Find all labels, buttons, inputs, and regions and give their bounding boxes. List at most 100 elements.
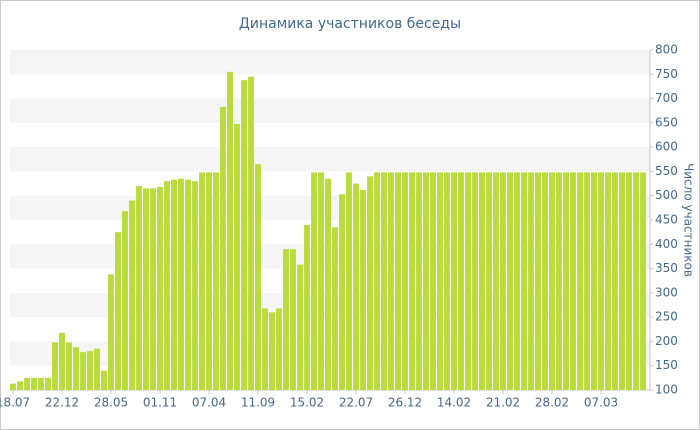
bar bbox=[626, 172, 632, 390]
bar bbox=[304, 224, 310, 390]
bar bbox=[10, 383, 16, 390]
bar bbox=[108, 274, 114, 390]
x-tick-label: 01.11 bbox=[143, 396, 177, 410]
bar bbox=[213, 172, 219, 390]
bar bbox=[94, 348, 100, 390]
x-tick-label: 14.02 bbox=[437, 396, 471, 410]
y-tick-label: 250 bbox=[655, 310, 678, 324]
bar bbox=[542, 172, 548, 390]
bar bbox=[171, 179, 177, 390]
bar bbox=[80, 352, 86, 390]
bar bbox=[577, 172, 583, 390]
bar bbox=[283, 249, 289, 390]
bar bbox=[521, 172, 527, 390]
x-tick-label: 11.09 bbox=[241, 396, 275, 410]
bar bbox=[563, 172, 569, 390]
bar bbox=[185, 179, 191, 390]
bar bbox=[262, 308, 268, 390]
bar bbox=[458, 172, 464, 390]
bar bbox=[297, 264, 303, 390]
bar bbox=[227, 71, 233, 390]
bar bbox=[507, 172, 513, 390]
x-tick-label: 26.12 bbox=[388, 396, 422, 410]
bar bbox=[115, 232, 121, 390]
bar bbox=[353, 183, 359, 390]
bar bbox=[129, 200, 135, 390]
bar bbox=[479, 172, 485, 390]
y-tick-label: 350 bbox=[655, 261, 678, 275]
bar bbox=[206, 172, 212, 390]
bar bbox=[486, 172, 492, 390]
bar bbox=[619, 172, 625, 390]
y-axis-label: Число участников bbox=[682, 163, 696, 277]
y-tick-label: 550 bbox=[655, 164, 678, 178]
y-tick-label: 700 bbox=[655, 91, 678, 105]
bar bbox=[59, 332, 65, 390]
y-tick-label: 800 bbox=[655, 43, 678, 57]
bar bbox=[325, 178, 331, 390]
bar bbox=[346, 172, 352, 390]
bar bbox=[87, 351, 93, 390]
bar bbox=[199, 172, 205, 390]
bar bbox=[612, 172, 618, 390]
bar bbox=[395, 172, 401, 390]
bar bbox=[500, 172, 506, 390]
bar bbox=[640, 172, 646, 390]
bar bbox=[633, 172, 639, 390]
x-tick-label: 07.03 bbox=[584, 396, 618, 410]
bar bbox=[276, 308, 282, 390]
bar bbox=[192, 181, 198, 390]
y-tick-label: 150 bbox=[655, 358, 678, 372]
bar bbox=[241, 80, 247, 390]
x-tick-label: 15.02 bbox=[290, 396, 324, 410]
bar bbox=[409, 172, 415, 390]
x-tick-label: 28.05 bbox=[94, 396, 128, 410]
x-tick-label: 28.02 bbox=[535, 396, 569, 410]
bar bbox=[514, 172, 520, 390]
grid-band bbox=[10, 98, 650, 123]
bar bbox=[360, 189, 366, 390]
bar bbox=[416, 172, 422, 390]
bar bbox=[465, 172, 471, 390]
bar bbox=[381, 172, 387, 390]
bar bbox=[45, 377, 51, 390]
bar bbox=[444, 172, 450, 390]
y-tick-label: 750 bbox=[655, 67, 678, 81]
bar bbox=[234, 123, 240, 390]
y-tick-label: 200 bbox=[655, 334, 678, 348]
bar bbox=[17, 381, 23, 390]
bar bbox=[150, 188, 156, 390]
x-tick-label: 21.02 bbox=[486, 396, 520, 410]
bar bbox=[556, 172, 562, 390]
bar bbox=[591, 172, 597, 390]
bar bbox=[164, 181, 170, 390]
bar bbox=[528, 172, 534, 390]
bar bbox=[423, 172, 429, 390]
y-tick-label: 300 bbox=[655, 285, 678, 299]
bar bbox=[311, 172, 317, 390]
y-tick-label: 500 bbox=[655, 188, 678, 202]
bar bbox=[269, 312, 275, 390]
x-tick-label: 22.12 bbox=[45, 396, 79, 410]
bar bbox=[402, 172, 408, 390]
x-tick-label: 22.07 bbox=[339, 396, 373, 410]
bar bbox=[220, 106, 226, 390]
bar bbox=[332, 227, 338, 390]
bar bbox=[570, 172, 576, 390]
bar bbox=[584, 172, 590, 390]
chart-title: Динамика участников беседы bbox=[239, 16, 461, 32]
x-tick-label: 07.04 bbox=[192, 396, 226, 410]
bar bbox=[73, 347, 79, 390]
bar bbox=[66, 342, 72, 390]
bar bbox=[493, 172, 499, 390]
bar bbox=[52, 342, 58, 390]
bar bbox=[143, 188, 149, 390]
bar bbox=[24, 377, 30, 390]
bar bbox=[101, 370, 107, 390]
bar bbox=[122, 211, 128, 390]
bar bbox=[31, 377, 37, 390]
y-tick-label: 450 bbox=[655, 213, 678, 227]
x-tick-label: 18.07 bbox=[0, 396, 30, 410]
y-tick-label: 650 bbox=[655, 115, 678, 129]
bar bbox=[430, 172, 436, 390]
